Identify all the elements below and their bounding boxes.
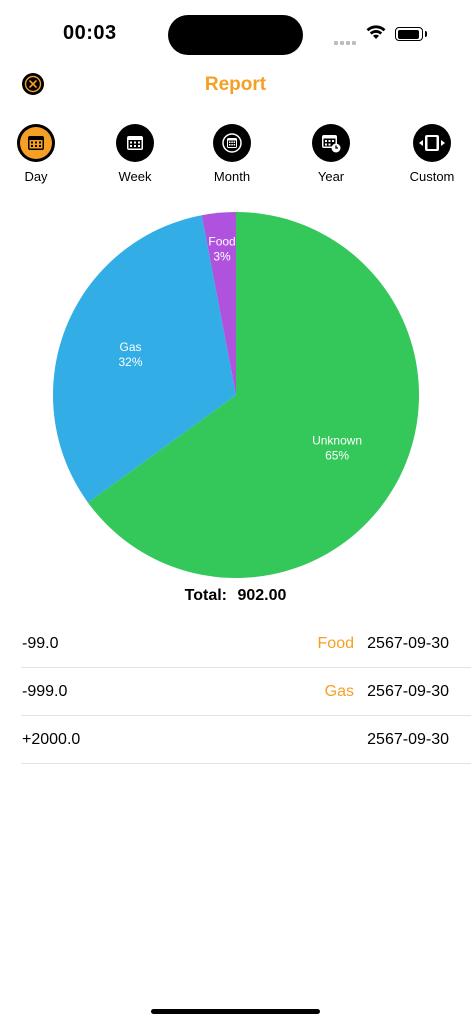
- close-button[interactable]: [22, 73, 44, 95]
- transaction-date: 2567-09-30: [367, 635, 449, 652]
- period-week[interactable]: Week: [95, 124, 175, 184]
- calendar-week-icon: [116, 124, 154, 162]
- page-title: Report: [204, 74, 267, 95]
- period-label: Day: [24, 169, 48, 184]
- cellular-signal-icon: [334, 32, 358, 50]
- slice-percent-label: 32%: [118, 355, 142, 369]
- dynamic-island: [168, 15, 303, 55]
- home-indicator: [151, 1009, 320, 1014]
- total-value: 902.00: [237, 587, 287, 604]
- slice-name-label: Unknown: [312, 434, 362, 448]
- table-row[interactable]: -99.0 Food 2567-09-30: [21, 620, 471, 668]
- period-label: Year: [317, 169, 345, 184]
- battery-icon: [395, 27, 427, 41]
- total-summary: Total: 902.00: [0, 587, 471, 605]
- wifi-icon: [365, 24, 387, 45]
- pie-slice-gas: [52, 215, 236, 503]
- period-label: Week: [118, 169, 152, 184]
- pie-slice-food: [201, 212, 236, 395]
- slice-percent-label: 3%: [213, 249, 231, 263]
- period-label: Custom: [409, 169, 455, 184]
- transaction-date: 2567-09-30: [367, 731, 449, 748]
- transaction-category: Food: [317, 635, 354, 652]
- pie-slice-unknown: [87, 212, 419, 578]
- status-time: 00:03: [63, 22, 117, 44]
- period-year[interactable]: Year: [291, 124, 371, 184]
- calendar-day-icon: [17, 124, 55, 162]
- period-day[interactable]: Day: [0, 124, 76, 184]
- slice-percent-label: 65%: [325, 449, 349, 463]
- slice-name-label: Food: [208, 234, 235, 248]
- total-label: Total:: [184, 587, 227, 604]
- table-row[interactable]: +2000.0 2567-09-30: [21, 716, 471, 764]
- transaction-date: 2567-09-30: [367, 683, 449, 700]
- calendar-year-icon: [312, 124, 350, 162]
- table-row[interactable]: -999.0 Gas 2567-09-30: [21, 668, 471, 716]
- slice-name-label: Gas: [119, 340, 141, 354]
- close-icon: [24, 75, 42, 93]
- transaction-amount: -99.0: [22, 635, 59, 652]
- period-selector: Day Week Month: [0, 124, 471, 194]
- calendar-month-icon: [213, 124, 251, 162]
- transaction-amount: +2000.0: [22, 731, 81, 748]
- transaction-list: -99.0 Food 2567-09-30 -999.0 Gas 2567-09…: [21, 620, 471, 764]
- period-month[interactable]: Month: [192, 124, 272, 184]
- status-bar: 00:03: [0, 0, 471, 60]
- period-label: Month: [213, 169, 251, 184]
- period-custom[interactable]: Custom: [392, 124, 471, 184]
- custom-range-icon: [413, 124, 451, 162]
- transaction-amount: -999.0: [22, 683, 68, 700]
- transaction-category: Gas: [324, 683, 354, 700]
